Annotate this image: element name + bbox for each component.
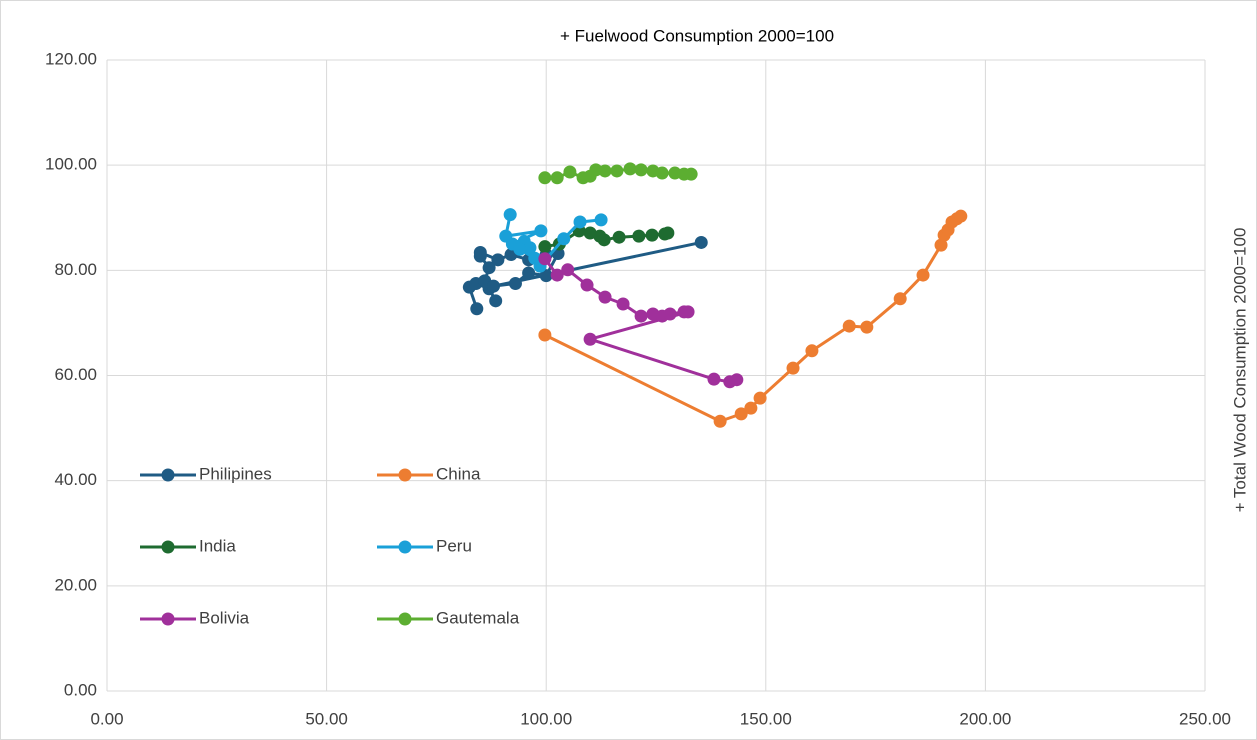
data-point <box>482 261 496 275</box>
data-point <box>612 230 626 244</box>
x-tick-label: 100.00 <box>520 709 572 728</box>
data-point <box>663 307 677 321</box>
y-tick-label: 80.00 <box>54 260 97 279</box>
data-point <box>503 208 517 222</box>
data-point <box>645 228 659 242</box>
data-point <box>538 328 552 342</box>
data-point <box>538 252 552 266</box>
data-point <box>786 361 800 375</box>
data-point <box>916 268 930 282</box>
data-point <box>661 226 675 240</box>
data-point <box>934 238 948 252</box>
data-point <box>634 163 648 177</box>
data-point <box>610 164 624 178</box>
data-point <box>491 253 505 267</box>
data-point <box>632 229 646 243</box>
data-point <box>842 319 856 333</box>
legend-label: Gautemala <box>436 608 520 627</box>
data-point <box>805 344 819 358</box>
data-point <box>860 320 874 334</box>
x-tick-label: 0.00 <box>90 709 123 728</box>
data-point <box>538 240 552 254</box>
y-tick-label: 0.00 <box>64 680 97 699</box>
x-tick-label: 200.00 <box>959 709 1011 728</box>
data-point <box>684 167 698 181</box>
y-tick-label: 40.00 <box>54 470 97 489</box>
data-point <box>513 242 527 256</box>
data-point <box>707 372 721 386</box>
legend-marker <box>398 540 412 554</box>
data-point <box>470 302 484 316</box>
data-point <box>623 162 637 176</box>
legend-marker <box>398 612 412 626</box>
data-point <box>594 213 608 227</box>
data-point <box>655 166 669 180</box>
data-point <box>744 401 758 415</box>
y-tick-label: 60.00 <box>54 365 97 384</box>
data-point <box>753 391 767 405</box>
x-tick-label: 150.00 <box>740 709 792 728</box>
y-tick-label: 100.00 <box>45 155 97 174</box>
data-point <box>561 263 575 277</box>
legend-marker <box>161 468 175 482</box>
data-point <box>473 245 487 259</box>
data-point <box>598 164 612 178</box>
data-point <box>634 309 648 323</box>
data-point <box>954 209 968 223</box>
data-point <box>893 292 907 306</box>
data-point <box>523 241 537 255</box>
data-point <box>522 266 536 280</box>
data-point <box>681 305 695 319</box>
legend-marker <box>398 468 412 482</box>
legend-label: China <box>436 464 481 483</box>
y-axis-label: + Total Wood Consumption 2000=100 <box>1230 228 1249 513</box>
data-point <box>598 290 612 304</box>
legend-label: Philipines <box>199 464 272 483</box>
data-point <box>563 165 577 179</box>
data-point <box>580 278 594 292</box>
legend-label: Bolivia <box>199 608 250 627</box>
chart-title: + Fuelwood Consumption 2000=100 <box>560 26 834 45</box>
data-point <box>489 294 503 308</box>
data-point <box>539 269 553 283</box>
data-point <box>538 171 552 185</box>
data-point <box>730 373 744 387</box>
y-tick-label: 20.00 <box>54 575 97 594</box>
data-point <box>597 233 611 247</box>
legend-label: Peru <box>436 536 472 555</box>
data-point <box>734 407 748 421</box>
legend-label: India <box>199 536 236 555</box>
data-point <box>534 224 548 238</box>
x-tick-label: 50.00 <box>305 709 348 728</box>
data-point <box>550 268 564 282</box>
data-point <box>486 279 500 293</box>
data-point <box>713 414 727 428</box>
data-point <box>573 215 587 229</box>
data-point <box>694 235 708 249</box>
data-point <box>583 332 597 346</box>
data-point <box>508 276 522 290</box>
data-point <box>550 171 564 185</box>
y-tick-label: 120.00 <box>45 49 97 68</box>
x-tick-label: 250.00 <box>1179 709 1231 728</box>
legend-marker <box>161 540 175 554</box>
data-point <box>557 232 571 246</box>
data-point <box>616 297 630 311</box>
legend-marker <box>161 612 175 626</box>
